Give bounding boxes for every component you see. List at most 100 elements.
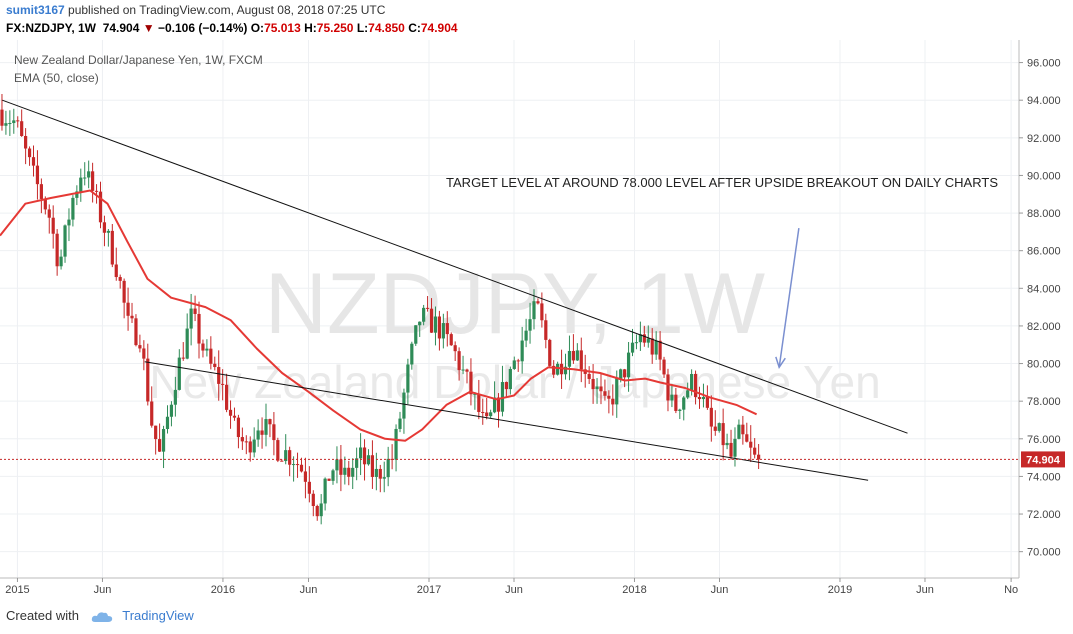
candle-body [504, 382, 509, 390]
candle-body [362, 447, 367, 465]
symbol-label: FX:NZDJPY, 1W [6, 21, 97, 35]
candle-body [134, 318, 138, 346]
candle-body [429, 308, 434, 333]
candle-body [323, 478, 327, 504]
candle-body [244, 441, 248, 443]
candle-body [753, 447, 757, 455]
candle-body [35, 165, 40, 185]
candle-body [709, 407, 713, 427]
candle-body [693, 373, 698, 398]
publish-line: sumit3167 published on TradingView.com, … [6, 3, 385, 17]
overlay-lines [0, 99, 1019, 481]
candle-body [114, 264, 118, 278]
last-price: 74.904 [102, 21, 140, 35]
candle-body [725, 442, 729, 446]
candle-body [741, 424, 745, 435]
candle-body [27, 148, 32, 158]
candle-body [670, 394, 674, 401]
candle-body [118, 277, 122, 281]
y-tick-label: 76.000 [1027, 434, 1061, 446]
candle-body [717, 423, 721, 431]
candle-body [595, 386, 599, 390]
candle-body [626, 352, 631, 378]
candle-body [75, 191, 79, 198]
candle-body [83, 177, 87, 179]
close-value: 74.904 [420, 21, 458, 35]
candle-body [485, 412, 489, 417]
price-axis[interactable]: 70.000 72.000 74.000 76.000 78.000 80.000 82.0… [1019, 58, 1061, 559]
candle-body [674, 394, 678, 411]
annotation-arrow [778, 228, 800, 368]
candle-body [280, 460, 284, 462]
ohlc-line: FX:NZDJPY, 1W 74.904 ▼ −0.106 (−0.14%) O… [6, 21, 458, 35]
low-label: L: [356, 21, 369, 35]
candle-body [177, 357, 181, 390]
candle-body [284, 450, 288, 462]
y-tick-label: 70.000 [1027, 547, 1061, 559]
candle-body [197, 313, 201, 344]
x-tick-label: 2016 [211, 584, 235, 596]
candle-body [496, 397, 501, 412]
candle-body [165, 416, 170, 430]
last-price-tag: 74.904 [1021, 451, 1065, 468]
trendline [2, 99, 908, 434]
candle-body [193, 308, 197, 314]
candle-body [181, 357, 185, 359]
candle-body [449, 334, 453, 346]
candle-body [16, 120, 20, 122]
time-axis[interactable]: 2015 Jun 2016 Jun 2017 Jun 2018 Jun 2019 Jun No [5, 578, 1018, 596]
candle-body [441, 323, 445, 339]
legend-indicator: EMA (50, close) [14, 71, 99, 85]
candle-body [31, 157, 36, 166]
candle-body [327, 478, 331, 481]
candle-body [374, 468, 378, 477]
candle-body [4, 123, 8, 126]
candle-body [394, 428, 398, 460]
candle-body [567, 350, 572, 367]
candle-body [126, 302, 130, 316]
candle-body [532, 301, 536, 320]
candle-body [201, 343, 205, 351]
candle-body [20, 121, 24, 136]
y-tick-label: 96.000 [1027, 58, 1061, 70]
x-tick-label: 2019 [828, 584, 852, 596]
candle-body [205, 348, 209, 351]
price-chart[interactable]: NZDJPY, 1W New Zealand Dollar / Japanese… [0, 40, 1073, 602]
candle-body [130, 315, 134, 319]
candle-body [398, 418, 402, 429]
candle-body [686, 390, 690, 398]
candle-body [433, 316, 438, 333]
candle-body [425, 307, 430, 309]
candle-body [260, 430, 264, 435]
candle-body [59, 256, 63, 267]
candle-body [410, 343, 414, 365]
candle-body [737, 424, 741, 439]
candle-body [146, 358, 150, 402]
candle-body [276, 440, 280, 461]
candle-body [189, 308, 193, 329]
candle-body [646, 338, 650, 343]
x-tick-label: Jun [505, 584, 523, 596]
candle-body [248, 441, 252, 453]
tradingview-link[interactable]: TradingView [122, 608, 194, 623]
author-link[interactable]: sumit3167 [6, 3, 65, 17]
candle-body [24, 135, 28, 149]
high-value: 75.250 [316, 21, 354, 35]
candle-body [465, 369, 469, 372]
x-tick-label: 2017 [417, 584, 441, 596]
candle-body [705, 396, 709, 408]
candle-body [110, 230, 114, 265]
y-tick-label: 78.000 [1027, 396, 1061, 408]
candle-body [232, 415, 237, 418]
tradingview-cloud-icon [91, 611, 112, 622]
candle-body [477, 393, 481, 413]
candle-body [291, 464, 296, 466]
candle-body [481, 412, 485, 414]
candle-body [315, 505, 319, 517]
candle-body [729, 442, 733, 457]
candle-body [386, 458, 390, 478]
candle-body [512, 360, 516, 369]
candle-body [615, 378, 619, 405]
candle-body [264, 419, 268, 435]
candle-body [43, 198, 47, 210]
